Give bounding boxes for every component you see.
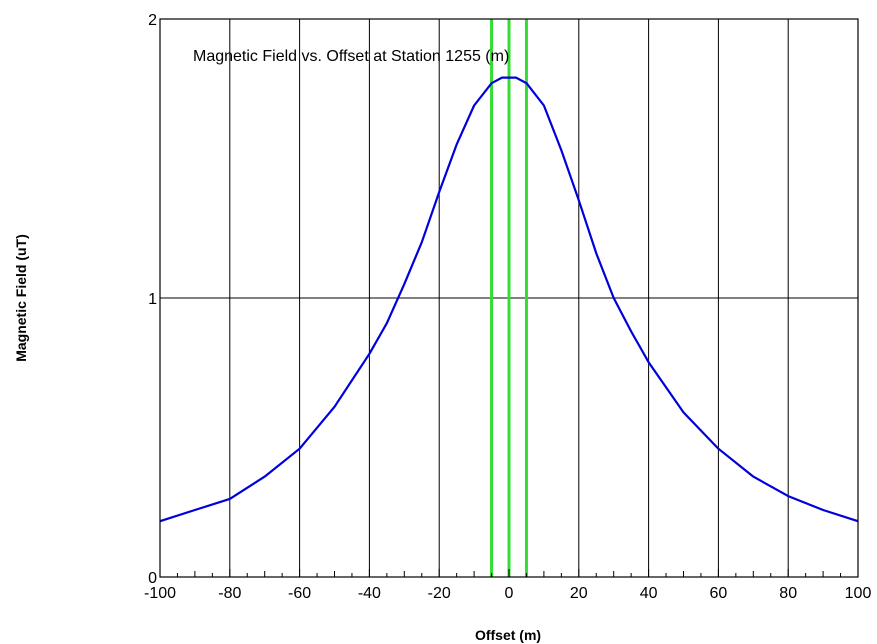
x-axis-title: Offset (m) — [475, 627, 541, 643]
y-tick-label: 2 — [148, 12, 157, 29]
data-series — [159, 76, 859, 523]
vertical-marker-lines — [490, 19, 528, 577]
x-tick-label: 80 — [779, 585, 797, 602]
x-tick-label: -100 — [144, 585, 176, 602]
x-tick-label: -20 — [428, 585, 451, 602]
x-tick-marks — [159, 569, 859, 577]
x-tick-label: -60 — [288, 585, 311, 602]
y-axis-title: Magnetic Field (uT) — [13, 234, 29, 362]
chart-title: Magnetic Field vs. Offset at Station 125… — [193, 48, 509, 65]
x-tick-label: 20 — [570, 585, 588, 602]
x-tick-label: 0 — [505, 585, 514, 602]
field-curve — [159, 76, 859, 523]
x-tick-label: 40 — [640, 585, 658, 602]
y-tick-labels: 0 1 2 — [148, 12, 157, 587]
x-tick-label: -80 — [218, 585, 241, 602]
x-tick-label: -40 — [358, 585, 381, 602]
x-tick-labels: -100 -80 -60 -40 -20 0 20 40 60 80 100 — [144, 585, 871, 602]
y-tick-label: 0 — [148, 570, 157, 587]
x-tick-label: 60 — [710, 585, 728, 602]
x-tick-label: 100 — [845, 585, 872, 602]
y-tick-label: 1 — [148, 291, 157, 308]
